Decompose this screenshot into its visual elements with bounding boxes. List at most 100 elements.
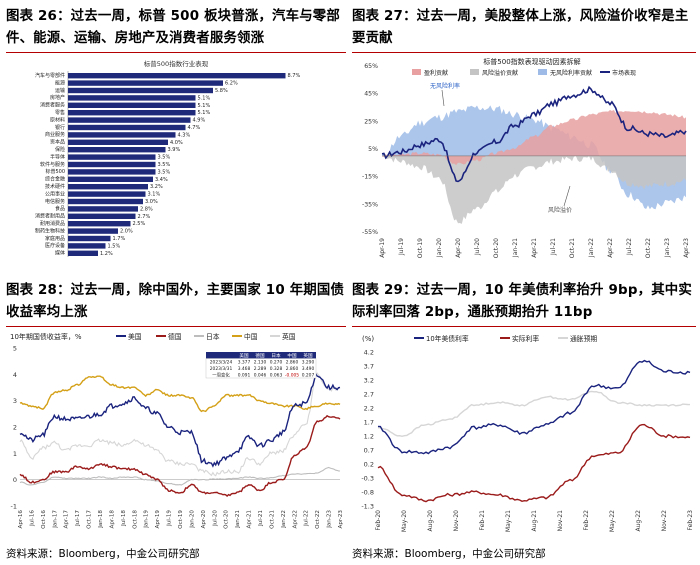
fig26-bar	[68, 198, 143, 205]
fig28-y-tick: 3	[13, 397, 17, 405]
fig28-table-header: 日本	[271, 352, 281, 359]
fig29-x-tick: May-20	[401, 510, 408, 532]
fig28-x-tick: Jul-22	[304, 510, 310, 527]
chart-fig29-us10y-decomp: (%) 10年美债利率 实际利率 通胀预期 4.2 3.7 3.2 2.7 2.2 1.7 1.2 0…	[352, 330, 696, 544]
fig27-x-tick: Jul-22	[626, 238, 633, 256]
fig29-y-tick: 2.7	[364, 391, 374, 399]
fig29-x-tick: Feb-21	[479, 510, 486, 531]
fig26-bar	[68, 169, 156, 175]
fig26-category-label: 综合金融	[45, 176, 65, 183]
fig27-line-market	[381, 85, 687, 183]
fig26-value-label: 5.1%	[198, 110, 211, 116]
fig29-x-tick: Feb-22	[583, 510, 590, 531]
fig28-x-tick: Oct-19	[178, 510, 184, 529]
fig26-value-label: 4.3%	[178, 132, 191, 138]
fig27-area-riskpremium	[382, 155, 686, 224]
fig28-table-header: 德国	[255, 352, 265, 359]
fig29-y-tick: -1.3	[361, 503, 374, 511]
fig29-x-tick: Nov-20	[453, 510, 460, 532]
fig27-annotation-riskfree: 无风险利率	[430, 82, 460, 90]
fig27-x-tick: Oct-21	[569, 238, 576, 258]
rule-top-left	[6, 52, 346, 53]
fig26-bar	[68, 132, 176, 138]
fig28-x-tick: Jul-16	[29, 510, 35, 527]
fig26-value-label: 5.8%	[215, 88, 228, 94]
fig26-title: 标普500指数行业表现	[144, 59, 209, 68]
fig26-value-label: 2.0%	[120, 229, 133, 235]
fig28-x-tick: Oct-17	[87, 510, 93, 529]
fig26-value-label: 3.4%	[155, 177, 168, 183]
fig26-bar	[68, 102, 196, 108]
fig26-category-label: 原材料	[50, 116, 65, 123]
fig28-x-tick: Apr-23	[338, 510, 344, 529]
fig28-x-tick: Oct-22	[315, 510, 321, 529]
fig28-line-de	[19, 414, 341, 497]
fig26-category-label: 商业服务	[45, 131, 65, 138]
fig28-table-cell: 3.468	[238, 366, 251, 372]
fig29-bg	[352, 330, 696, 544]
fig26-value-label: 4.7%	[188, 125, 201, 131]
fig28-x-tick: Apr-21	[247, 510, 253, 529]
fig28-table-cell: -0.005	[285, 373, 299, 379]
fig27-legend-label: 无风险利率贡献	[550, 69, 592, 77]
fig27-y-tick: 65%	[364, 63, 378, 70]
fig28-table-cell: 3.490	[302, 366, 315, 372]
fig28-table-cell: 2.860	[286, 366, 299, 372]
fig26-bar	[68, 154, 156, 160]
fig26-value-label: 1.2%	[100, 251, 113, 257]
fig27-legend-label: 市场表现	[612, 69, 636, 77]
fig29-x-tick: Aug-21	[531, 510, 538, 532]
fig26-bar	[68, 243, 106, 249]
fig26-bar	[68, 73, 286, 79]
fig26-value-label: 3.5%	[158, 162, 171, 168]
fig26-bar	[68, 80, 223, 86]
fig29-legend-label: 10年美债利率	[426, 334, 469, 343]
fig28-table-header: 美国	[239, 352, 249, 359]
fig27-legend-label: 风险溢价贡献	[482, 69, 518, 77]
fig27-x-tick: Jul-20	[474, 238, 481, 256]
fig26-value-label: 8.7%	[288, 73, 301, 79]
fig27-x-tick: Jan-22	[588, 238, 595, 258]
fig29-y-tick: 2.2	[364, 405, 374, 413]
fig27-x-tick: Jul-19	[398, 238, 405, 256]
fig27-annotation-riskpremium: 风险溢价	[548, 206, 572, 214]
fig28-table-header-bg	[206, 352, 316, 359]
fig28-x-tick: Jul-20	[212, 510, 218, 527]
fig26-value-label: 4.9%	[193, 118, 206, 124]
fig27-x-tick: Apr-22	[607, 238, 614, 258]
fig26-category-label: 媒体	[55, 250, 65, 257]
fig26-bar	[68, 191, 146, 197]
fig26-bar	[68, 147, 166, 153]
fig29-y-tick: 1.7	[364, 419, 374, 427]
fig29-legend-label: 通胀预期	[570, 334, 597, 343]
fig28-x-tick: Apr-19	[155, 510, 161, 529]
caption-fig29: 图表 29：过去一周，10 年美债利率抬升 9bp，其中实际利率回落 2bp，通…	[352, 283, 692, 320]
fig29-line-nominal	[377, 359, 691, 455]
fig26-category-label: 技术硬件	[45, 183, 65, 190]
fig29-y-tick: 3.7	[364, 363, 374, 371]
fig28-x-tick: Jan-18	[98, 510, 104, 529]
fig29-line-breakeven	[377, 390, 691, 438]
fig26-bar	[68, 206, 138, 212]
source-note-right: 资料来源：Bloomberg，中金公司研究部	[352, 548, 546, 560]
fig27-x-tick: Jan-20	[436, 238, 443, 258]
fig28-y-tick: 2	[13, 424, 17, 432]
fig26-category-label: 软件与服务	[40, 161, 65, 168]
fig26-value-label: 2.5%	[133, 221, 146, 227]
fig26-value-label: 3.5%	[158, 155, 171, 161]
fig26-bar	[68, 228, 118, 234]
fig28-table-cell: 0.207	[302, 373, 315, 379]
fig28-table-cell: 0.328	[270, 366, 283, 372]
rule-top-right	[352, 52, 696, 53]
fig28-table-cell: 2.860	[286, 360, 299, 366]
fig28-y-tick: 0	[13, 476, 17, 484]
fig28-x-tick: Jul-18	[121, 510, 127, 527]
fig26-category-label: 消费者耐用品	[35, 213, 65, 220]
fig29-x-tick: Feb-20	[375, 510, 382, 531]
fig26-category-label: 银行	[55, 124, 65, 131]
fig26-category-label: 标普500	[45, 168, 65, 175]
fig26-bar	[68, 213, 136, 219]
fig26-category-label: 房地产	[50, 94, 65, 101]
fig29-x-tick: May-21	[505, 510, 512, 532]
